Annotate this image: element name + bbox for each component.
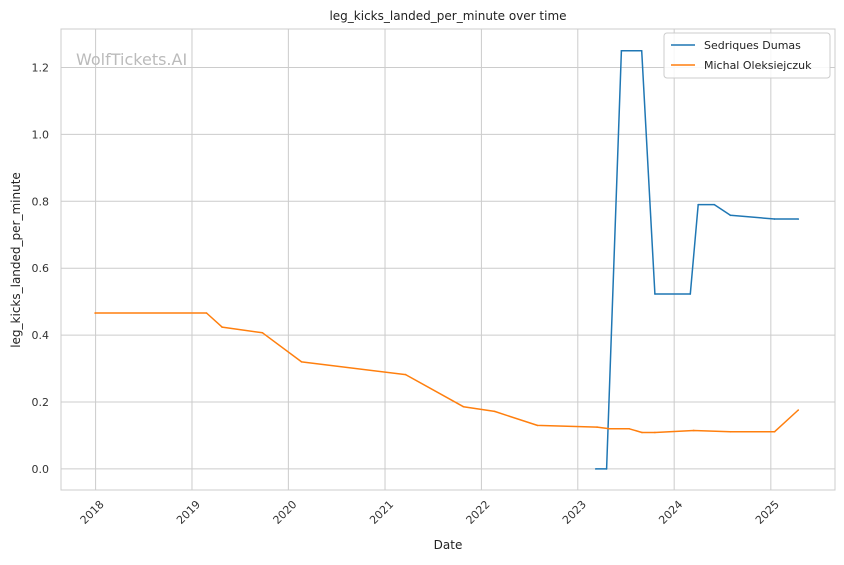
y-tick-label: 0.2 — [32, 396, 50, 409]
data-point-michal-oleksiejczuk — [94, 312, 96, 314]
data-point-michal-oleksiejczuk — [300, 361, 303, 363]
data-point-michal-oleksiejczuk — [462, 405, 465, 408]
data-point-michal-oleksiejczuk — [797, 409, 800, 411]
legend-label-sedriques-dumas: Sedriques Dumas — [704, 39, 801, 52]
data-point-michal-oleksiejczuk — [628, 427, 631, 430]
data-point-michal-oleksiejczuk — [261, 331, 264, 334]
y-tick-label: 0.0 — [32, 463, 50, 476]
y-tick-label: 0.6 — [32, 262, 50, 275]
data-point-michal-oleksiejczuk — [221, 326, 223, 328]
y-tick-label: 1.0 — [32, 128, 50, 141]
grid — [61, 29, 835, 490]
y-tick-label: 0.4 — [32, 329, 50, 342]
data-point-michal-oleksiejczuk — [729, 430, 732, 433]
data-point-sedriques-dumas — [594, 468, 597, 470]
data-point-sedriques-dumas — [729, 214, 732, 217]
data-point-sedriques-dumas — [713, 203, 716, 206]
chart-title: leg_kicks_landed_per_minute over time — [329, 9, 566, 23]
data-point-michal-oleksiejczuk — [608, 427, 611, 430]
data-point-michal-oleksiejczuk — [404, 373, 407, 376]
watermark: WolfTickets.AI — [76, 50, 187, 69]
legend: Sedriques Dumas Michal Oleksiejczuk — [663, 32, 831, 79]
data-point-michal-oleksiejczuk — [536, 424, 539, 427]
data-point-sedriques-dumas — [605, 468, 608, 470]
series-line-michal-oleksiejczuk — [95, 312, 799, 434]
data-point-sedriques-dumas — [654, 293, 656, 295]
data-point-michal-oleksiejczuk — [692, 429, 695, 432]
data-point-sedriques-dumas — [797, 218, 800, 220]
data-point-sedriques-dumas — [773, 218, 776, 220]
plot-area — [60, 28, 836, 491]
data-point-sedriques-dumas — [620, 49, 623, 52]
x-axis-label: Date — [434, 538, 463, 552]
data-point-michal-oleksiejczuk — [596, 426, 598, 428]
data-point-sedriques-dumas — [640, 49, 643, 52]
data-point-michal-oleksiejczuk — [205, 312, 208, 314]
legend-label-michal-oleksiejczuk: Michal Oleksiejczuk — [704, 59, 812, 72]
y-axis-label: leg_kicks_landed_per_minute — [9, 172, 23, 348]
data-point-michal-oleksiejczuk — [641, 431, 643, 434]
series-layer — [94, 49, 800, 470]
data-point-michal-oleksiejczuk — [654, 431, 656, 434]
y-tick-label: 1.2 — [32, 61, 50, 74]
legend-box — [663, 32, 831, 79]
data-point-michal-oleksiejczuk — [773, 430, 776, 433]
data-point-michal-oleksiejczuk — [493, 410, 496, 413]
data-point-sedriques-dumas — [689, 293, 692, 295]
y-tick-label: 0.8 — [32, 195, 50, 208]
data-point-sedriques-dumas — [697, 203, 700, 206]
